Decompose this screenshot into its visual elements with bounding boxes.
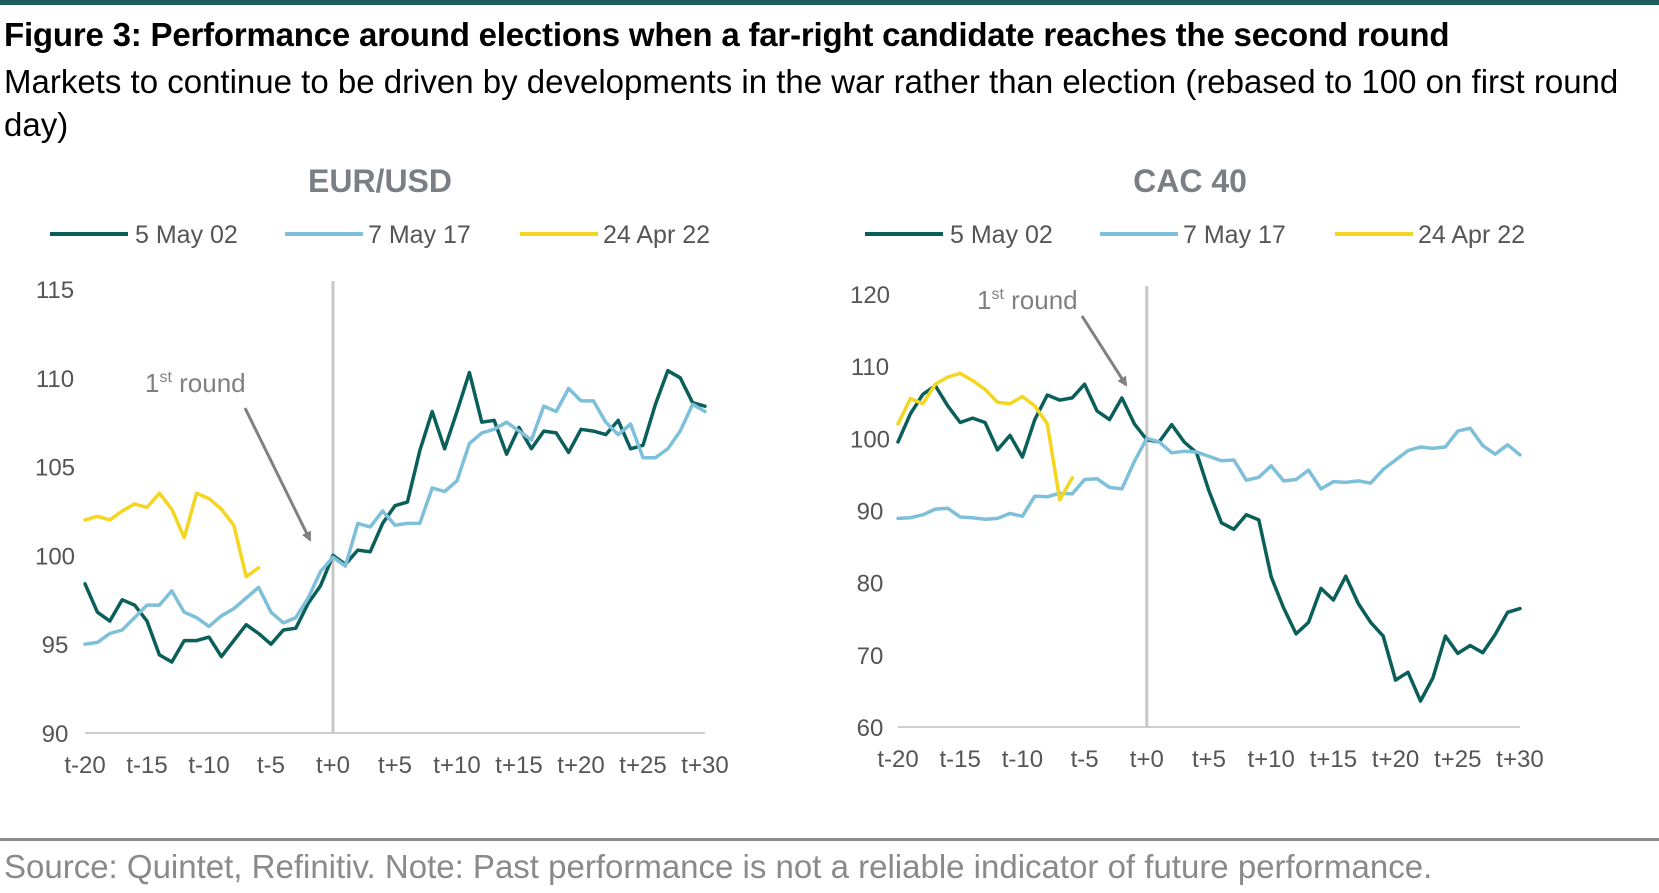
y-tick-label: 70 bbox=[857, 643, 884, 670]
y-tick-label: 110 bbox=[851, 354, 889, 381]
x-tick-label: t+20 bbox=[1372, 746, 1419, 773]
annotation-arrow bbox=[243, 407, 312, 542]
legend-item: 24 Apr 22 bbox=[520, 221, 710, 249]
x-tick-label: t+20 bbox=[557, 752, 604, 779]
x-tick-label: t-15 bbox=[126, 752, 167, 779]
top-rule bbox=[0, 0, 1659, 5]
y-tick-label: 95 bbox=[42, 632, 69, 659]
y-tick-label: 90 bbox=[857, 499, 884, 526]
x-tick-label: t+5 bbox=[1192, 746, 1226, 773]
x-tick-label: t+30 bbox=[1496, 746, 1543, 773]
x-tick-label: t-15 bbox=[940, 746, 981, 773]
annotation-arrow bbox=[1080, 315, 1128, 387]
x-tick-label: t+10 bbox=[1248, 746, 1295, 773]
series-line-7-may-17 bbox=[83, 386, 707, 646]
y-tick-label: 100 bbox=[850, 426, 890, 453]
chart-title: CAC 40 bbox=[1133, 163, 1247, 199]
source-note: Source: Quintet, Refinitiv. Note: Past p… bbox=[4, 848, 1433, 885]
x-tick-label: t-10 bbox=[188, 752, 229, 779]
x-tick-label: t-5 bbox=[1071, 746, 1099, 773]
y-tick-label: 120 bbox=[850, 282, 890, 309]
series-line-5-may-02 bbox=[896, 382, 1522, 703]
series-line-24-apr-22 bbox=[896, 371, 1074, 502]
figure-subtitle: Markets to continue to be driven by deve… bbox=[4, 63, 1619, 143]
chart-title: EUR/USD bbox=[308, 163, 452, 199]
y-tick-label: 115 bbox=[36, 277, 74, 304]
x-tick-label: t-10 bbox=[1002, 746, 1043, 773]
x-tick-label: t-5 bbox=[257, 752, 285, 779]
legend-item: 5 May 02 bbox=[865, 221, 1053, 249]
legend-label: 5 May 02 bbox=[135, 221, 238, 249]
y-tick-label: 80 bbox=[857, 571, 884, 598]
x-tick-label: t+0 bbox=[316, 752, 350, 779]
y-tick-label: 100 bbox=[35, 543, 75, 570]
figure-title: Figure 3: Performance around elections w… bbox=[4, 16, 1450, 53]
chart-cac40: CAC 40 5 May 02 7 May 17 24 Apr 22 60 70 80 90 1… bbox=[850, 163, 1544, 773]
y-tick-label: 60 bbox=[857, 715, 884, 742]
x-tick-label: t+25 bbox=[619, 752, 666, 779]
x-tick-label: t-20 bbox=[877, 746, 918, 773]
y-tick-label: 90 bbox=[42, 721, 69, 748]
first-round-annotation: 1st round bbox=[977, 285, 1078, 315]
legend-label: 24 Apr 22 bbox=[603, 221, 710, 249]
series-line-7-may-17 bbox=[896, 426, 1522, 521]
y-tick-label: 110 bbox=[36, 366, 74, 393]
x-tick-label: t+5 bbox=[378, 752, 412, 779]
legend-item: 24 Apr 22 bbox=[1335, 221, 1525, 249]
legend-label: 24 Apr 22 bbox=[1418, 221, 1525, 249]
legend-label: 7 May 17 bbox=[1183, 221, 1286, 249]
bottom-rule bbox=[0, 838, 1659, 841]
x-tick-label: t+15 bbox=[1310, 746, 1357, 773]
legend-item: 7 May 17 bbox=[285, 221, 471, 249]
x-tick-label: t+25 bbox=[1434, 746, 1481, 773]
legend-item: 7 May 17 bbox=[1100, 221, 1286, 249]
y-tick-label: 105 bbox=[35, 455, 75, 482]
x-tick-label: t+30 bbox=[681, 752, 728, 779]
x-tick-label: t+15 bbox=[495, 752, 542, 779]
x-tick-label: t+10 bbox=[433, 752, 480, 779]
legend-label: 7 May 17 bbox=[368, 221, 471, 249]
series-line-24-apr-22 bbox=[83, 491, 261, 579]
legend-label: 5 May 02 bbox=[950, 221, 1053, 249]
x-tick-label: t-20 bbox=[64, 752, 105, 779]
series-line-5-may-02 bbox=[83, 368, 707, 664]
chart-eurusd: EUR/USD 5 May 02 7 May 17 24 Apr 22 90 95 100 1… bbox=[35, 163, 729, 779]
legend-item: 5 May 02 bbox=[50, 221, 238, 249]
first-round-annotation: 1st round bbox=[145, 368, 246, 398]
x-tick-label: t+0 bbox=[1130, 746, 1164, 773]
